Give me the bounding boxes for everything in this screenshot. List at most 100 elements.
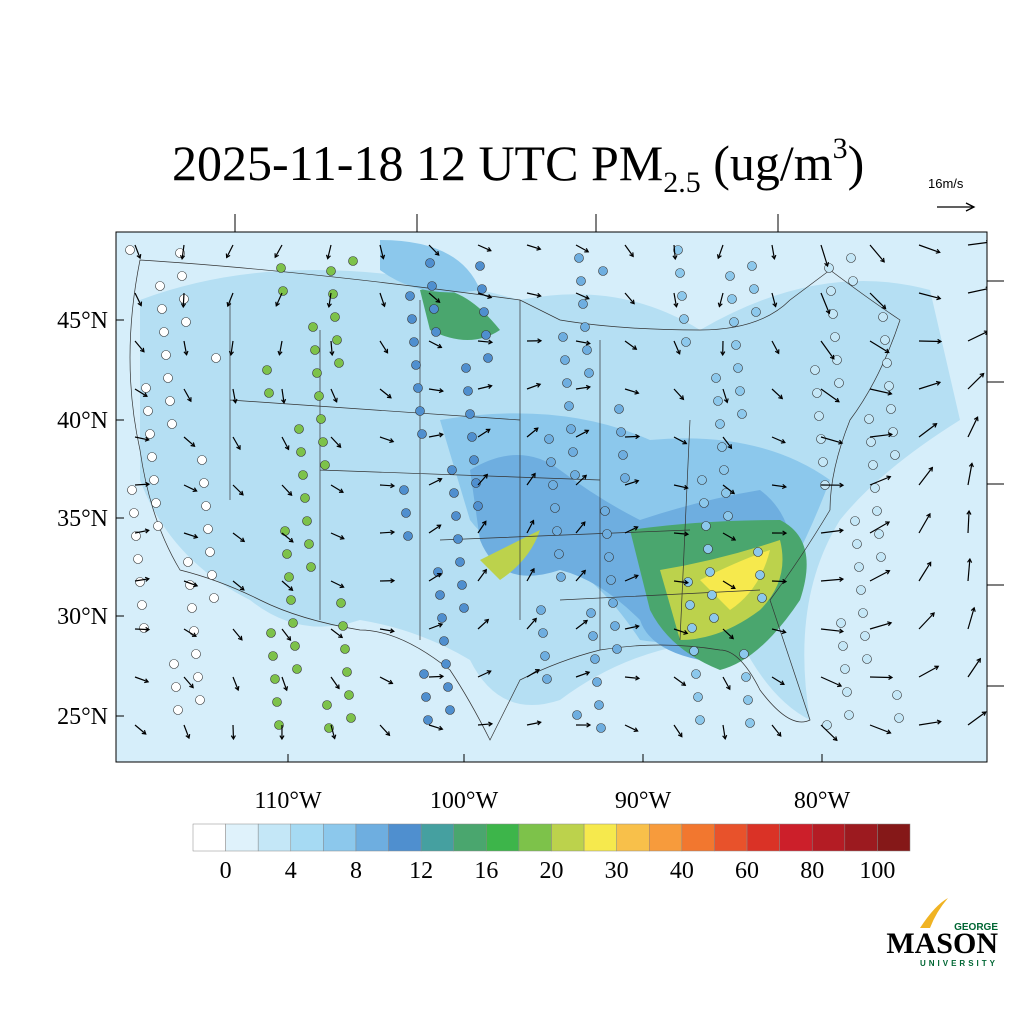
station-dot: [467, 432, 477, 442]
wind-arrow-head: [277, 350, 283, 356]
wind-arrow-shaft: [183, 676, 194, 689]
station-dot: [165, 396, 175, 406]
wind-arrow: [918, 466, 934, 486]
station-dot: [582, 345, 592, 355]
station-dot: [538, 628, 548, 638]
station-dot: [618, 450, 628, 460]
wind-arrow-head: [435, 298, 441, 303]
wind-arrow: [330, 724, 337, 740]
wind-arrow-head: [486, 670, 492, 675]
station-dot: [882, 358, 892, 368]
lat-label: 30°N: [57, 604, 108, 630]
colorbar-label: 0: [220, 858, 232, 884]
station-dot: [135, 577, 145, 587]
wind-arrow-shaft: [869, 521, 890, 534]
wind-arrow-shaft: [820, 436, 843, 444]
wind-arrow: [820, 576, 845, 582]
station-dot: [133, 554, 143, 564]
station-dot: [431, 327, 441, 337]
wind-arrow-head: [192, 487, 198, 493]
wind-arrow: [624, 340, 638, 350]
wind-arrow-shaft: [379, 676, 393, 684]
wind-arrow-head: [234, 685, 240, 692]
station-dot: [316, 414, 326, 424]
wind-arrow-shaft: [379, 244, 384, 259]
wind-arrow-shaft: [575, 474, 587, 486]
wind-arrow-shaft: [624, 724, 638, 732]
wind-arrow: [279, 724, 285, 741]
wind-arrow-head: [187, 397, 192, 403]
wind-arrow-head: [232, 398, 238, 404]
wind-arrow: [820, 388, 840, 403]
wind-arrow-head: [885, 521, 891, 526]
station-dot: [139, 623, 149, 633]
wind-arrow-shaft: [477, 385, 492, 390]
wind-arrow-head: [333, 397, 338, 403]
wind-arrow-head: [779, 680, 785, 685]
wind-arrow: [967, 711, 987, 726]
wind-arrow-shaft: [428, 623, 443, 630]
station-dot: [739, 649, 749, 659]
station-dot: [318, 437, 328, 447]
wind-arrow-head: [436, 524, 442, 530]
station-dot: [727, 294, 737, 304]
wind-arrow-head: [388, 679, 394, 685]
wind-arrow-shaft: [134, 388, 148, 397]
title: 2025-11-18 12 UTC PM2.5 (ug/m3): [172, 132, 864, 199]
wind-arrow-shaft: [673, 724, 683, 737]
wind-arrow: [575, 244, 590, 253]
wind-arrow-shaft: [869, 292, 886, 309]
wind-arrow: [672, 244, 678, 261]
wind-arrow-head: [970, 606, 976, 612]
wind-arrow: [477, 244, 492, 252]
wind-arrow-shaft: [575, 671, 590, 678]
station-dot: [481, 330, 491, 340]
wind-arrow-head: [633, 727, 639, 733]
wind-arrow-shaft: [869, 622, 892, 630]
station-dot: [554, 549, 564, 559]
wind-arrow-head: [888, 674, 894, 681]
wind-arrow-head: [390, 578, 396, 584]
station-dot: [288, 618, 298, 628]
station-dot: [141, 383, 151, 393]
wind-arrow-shaft: [134, 578, 149, 582]
station-dot: [584, 368, 594, 378]
wind-arrow-head: [967, 557, 973, 563]
station-dot: [544, 434, 554, 444]
station-dot: [169, 659, 179, 669]
station-dot: [447, 465, 457, 475]
wind-arrow: [673, 388, 685, 401]
wind-arrow-shaft: [624, 676, 639, 680]
station-dot: [451, 511, 461, 521]
wind-arrow-head: [683, 630, 689, 635]
wind-arrow: [624, 525, 639, 534]
wind-arrow: [624, 574, 639, 582]
colorbar-label: 100: [859, 858, 895, 884]
wind-arrow: [526, 244, 542, 251]
wind-arrow: [673, 628, 689, 635]
wind-arrow-shaft: [820, 529, 843, 534]
wind-arrow-head: [683, 579, 690, 585]
title-unit-close: ): [848, 135, 865, 191]
wind-arrow: [428, 524, 442, 534]
wind-arrow-head: [484, 618, 490, 624]
wind-arrow: [477, 721, 494, 727]
wind-arrow-head: [141, 730, 147, 735]
wind-arrow-shaft: [134, 436, 149, 441]
station-dot: [461, 363, 471, 373]
wind-arrow: [428, 573, 442, 582]
wind-arrow: [275, 292, 283, 307]
wind-arrow: [575, 292, 590, 300]
wind-arrow: [869, 340, 890, 354]
wind-arrow-shaft: [183, 580, 198, 587]
station-dot: [836, 618, 846, 628]
station-dot: [264, 388, 274, 398]
wind-arrow: [134, 576, 150, 582]
wind-arrow-shaft: [967, 288, 987, 294]
station-dot: [399, 485, 409, 495]
station-dot: [842, 687, 852, 697]
station-dot: [292, 664, 302, 674]
station-dot: [580, 322, 590, 332]
wind-arrow-shaft: [281, 388, 285, 403]
station-dot: [733, 363, 743, 373]
